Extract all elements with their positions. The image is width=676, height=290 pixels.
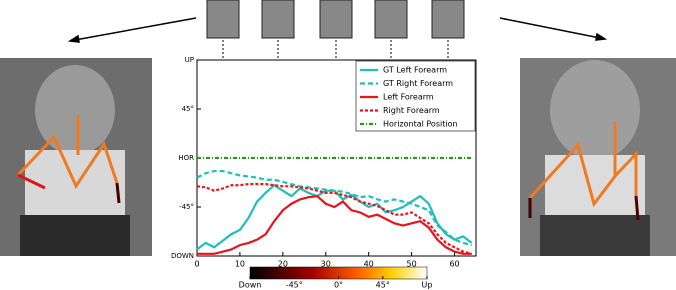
x-tick-label: 20 bbox=[278, 260, 288, 269]
y-tick-label: DOWN bbox=[171, 252, 194, 260]
colorbar-label: -45° bbox=[286, 281, 303, 290]
x-tick-label: 0 bbox=[194, 260, 199, 269]
legend-label: Horizontal Position bbox=[383, 120, 458, 129]
x-tick-label: 40 bbox=[364, 260, 374, 269]
series-line bbox=[196, 169, 472, 247]
series-line bbox=[197, 194, 472, 255]
left-photo bbox=[0, 58, 152, 256]
y-tick-label: HOR bbox=[178, 154, 194, 162]
x-tick-label: 10 bbox=[235, 260, 245, 269]
thumb-connectors bbox=[222, 40, 449, 60]
colorbar-label: 0° bbox=[334, 281, 343, 290]
y-tick-label: 45° bbox=[182, 105, 194, 113]
series-line bbox=[196, 183, 472, 255]
thumbnails bbox=[206, 0, 465, 39]
colorbar-label: Down bbox=[239, 281, 262, 290]
y-tick-label: UP bbox=[185, 56, 194, 64]
y-tick-label: -45° bbox=[179, 203, 194, 211]
x-tick-label: 50 bbox=[407, 260, 417, 269]
arrows bbox=[67, 17, 608, 43]
legend-label: GT Left Forearm bbox=[383, 66, 447, 75]
legend-label: Left Forearm bbox=[383, 93, 434, 102]
legend-label: GT Right Forearm bbox=[383, 79, 453, 88]
legend-label: Right Forearm bbox=[383, 106, 440, 115]
x-tick-label: 30 bbox=[321, 260, 331, 269]
series-line bbox=[196, 183, 473, 251]
x-tick-label: 60 bbox=[449, 260, 459, 269]
right-photo bbox=[520, 58, 676, 256]
colorbar-label: 45° bbox=[376, 281, 390, 290]
colorbar-label: Up bbox=[422, 281, 433, 290]
